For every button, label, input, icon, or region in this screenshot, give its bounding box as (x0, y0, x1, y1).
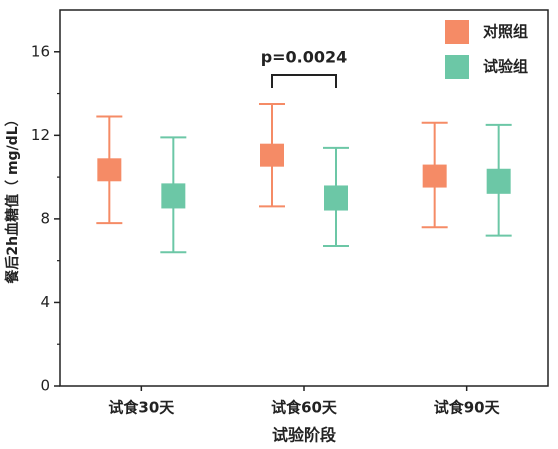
legend-label: 试验组 (483, 58, 528, 76)
box (486, 168, 511, 194)
box (161, 183, 186, 209)
significance-label: p=0.0024 (261, 48, 348, 67)
y-tick-label: 8 (40, 209, 50, 227)
box (324, 185, 348, 211)
box (422, 164, 447, 188)
y-axis-label: 餐后2h血糖值（ mg/dL） (4, 112, 21, 284)
x-tick-label: 试食90天 (434, 399, 501, 417)
box (260, 143, 284, 167)
y-tick-label: 16 (31, 42, 50, 60)
box (97, 158, 122, 182)
y-tick-label: 4 (40, 293, 50, 311)
y-tick-label: 0 (40, 377, 50, 395)
legend-label: 对照组 (483, 23, 528, 41)
x-tick-label: 试食30天 (108, 399, 175, 417)
x-tick-label: 试食60天 (271, 399, 338, 417)
legend-swatch (445, 55, 469, 79)
legend-swatch (445, 20, 469, 44)
x-axis-label: 试验阶段 (272, 426, 337, 445)
significance-bracket (271, 74, 337, 88)
y-tick-label: 12 (31, 126, 50, 144)
